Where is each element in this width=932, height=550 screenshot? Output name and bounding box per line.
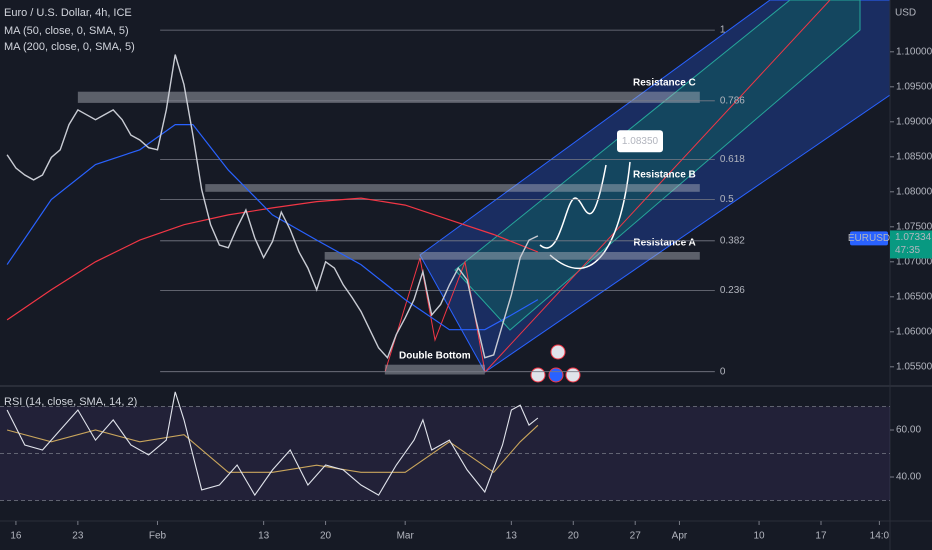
- y-tick-label: 1.07000: [896, 256, 932, 267]
- x-tick-label: 20: [320, 531, 332, 542]
- x-tick-label: 14:0: [870, 531, 890, 542]
- ma-line: [6, 124, 539, 331]
- x-tick-label: 13: [506, 531, 518, 542]
- y-tick-label: 1.09000: [896, 116, 932, 127]
- inner-channel: [454, 0, 861, 331]
- rsi-line: [6, 391, 539, 497]
- chart-title: Euro / U.S. Dollar, 4h, ICE: [4, 7, 132, 19]
- y-tick-label: 1.06500: [896, 291, 932, 302]
- median-line: [484, 0, 831, 373]
- event-icon: [550, 344, 566, 360]
- x-tick-label: 23: [72, 531, 84, 542]
- x-tick-label: Feb: [149, 531, 167, 542]
- fib-label: 1: [720, 25, 726, 36]
- zone: [324, 252, 700, 260]
- projection-arrow: [539, 164, 607, 249]
- rsi-title: RSI (14, close, SMA, 14, 2): [4, 396, 137, 408]
- fib-label: 0.5: [720, 194, 734, 205]
- symbol-label: EURUSD: [848, 233, 890, 244]
- zone: [205, 184, 700, 192]
- event-icon: [565, 367, 581, 383]
- zone-label: Resistance B: [633, 170, 696, 181]
- currency-label: USD: [895, 8, 916, 19]
- target-label: 1.08350: [622, 136, 659, 147]
- zone: [77, 91, 700, 103]
- legend-entry: MA (50, close, 0, SMA, 5): [4, 25, 129, 37]
- event-icon: [530, 367, 546, 383]
- last-price-label: 1.07334: [895, 232, 932, 243]
- y-tick-label: 1.10000: [896, 46, 932, 57]
- y-tick-label: 1.09500: [896, 81, 932, 92]
- fib-label: 0: [720, 366, 726, 377]
- zone-label: Resistance C: [633, 77, 696, 88]
- projection-arrow: [549, 161, 631, 269]
- x-tick-label: 10: [754, 531, 766, 542]
- x-tick-label: 13: [258, 531, 270, 542]
- zone-label: Double Bottom: [399, 350, 471, 361]
- fib-label: 0.236: [720, 285, 745, 296]
- fib-label: 0.382: [720, 235, 745, 246]
- x-tick-label: 27: [630, 531, 642, 542]
- symbol-box: [850, 231, 888, 246]
- x-tick-label: 16: [10, 531, 22, 542]
- x-tick-label: Apr: [672, 531, 688, 542]
- fib-label: 0.618: [720, 154, 745, 165]
- zone: [384, 364, 485, 375]
- countdown-label: 47:35: [895, 245, 920, 256]
- legend-entry: MA (200, close, 0, SMA, 5): [4, 41, 135, 53]
- x-tick-label: 17: [815, 531, 827, 542]
- y-tick-label: 1.08500: [896, 151, 932, 162]
- x-tick-label: 20: [568, 531, 580, 542]
- y-tick-label: 1.07500: [896, 221, 932, 232]
- ma-line: [6, 197, 539, 321]
- last-price-box: [890, 230, 932, 259]
- y-tick-label: 40.00: [896, 472, 921, 483]
- target-box: [617, 130, 663, 153]
- zone-label: Resistance A: [633, 238, 695, 249]
- event-icon: [548, 367, 564, 383]
- price-line: [6, 54, 539, 360]
- fib-label: 0.786: [720, 95, 745, 106]
- x-tick-label: Mar: [397, 531, 415, 542]
- y-tick-label: 1.06000: [896, 326, 932, 337]
- y-tick-label: 60.00: [896, 425, 921, 436]
- y-tick-label: 1.05500: [896, 361, 932, 372]
- y-tick-label: 1.08000: [896, 186, 932, 197]
